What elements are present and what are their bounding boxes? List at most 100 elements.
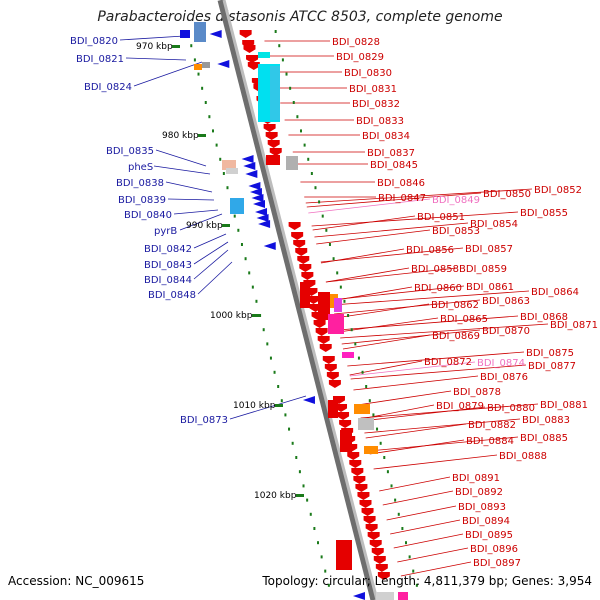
right-label-connector <box>397 547 469 563</box>
tick-dot <box>394 498 397 502</box>
forward-gene-arrow <box>351 468 364 476</box>
left-gene-label: BDI_0835 <box>106 146 154 157</box>
gene-feature-block <box>358 418 374 430</box>
tick-dot <box>415 583 418 587</box>
left-gene-label: BDI_0820 <box>70 36 118 47</box>
tick-dot <box>296 115 299 119</box>
right-gene-label: BDI_0869 <box>432 331 480 342</box>
forward-gene-block <box>328 400 338 418</box>
tick-dot <box>405 541 408 545</box>
right-gene-label: BDI_0846 <box>377 178 425 189</box>
reverse-gene-arrow <box>263 242 276 250</box>
gene-feature-block <box>286 156 298 170</box>
tick-dot <box>233 214 236 218</box>
right-gene-label: BDI_0896 <box>470 544 518 555</box>
tick-dot <box>291 441 294 445</box>
reverse-gene-arrow <box>209 30 222 38</box>
gene-feature-block <box>270 66 280 120</box>
forward-gene-arrow <box>375 564 388 572</box>
right-gene-label: BDI_0874 <box>477 358 525 369</box>
forward-gene-arrow <box>328 380 341 388</box>
tick-dot <box>215 143 218 147</box>
right-label-connector <box>360 403 539 419</box>
tick-dot <box>208 115 211 119</box>
reverse-gene-arrow <box>302 396 315 404</box>
right-gene-label: BDI_0893 <box>458 502 506 513</box>
left-gene-label: BDI_0824 <box>84 82 132 93</box>
tick-dot <box>354 342 357 346</box>
left-label-connector <box>193 233 227 249</box>
tick-dot <box>320 555 323 559</box>
tick-dot <box>383 456 386 459</box>
scale-label: 990 kbp <box>186 221 223 231</box>
left-gene-label: pyrB <box>154 226 177 237</box>
forward-gene-arrow <box>263 124 276 132</box>
gene-feature-block <box>226 168 238 174</box>
tick-dot <box>193 58 196 62</box>
right-gene-label: BDI_0857 <box>465 244 513 255</box>
right-label-connector <box>386 505 457 521</box>
reverse-gene-arrow <box>248 182 261 190</box>
map-title: Parabacteroides distasonis ATCC 8503, co… <box>97 9 503 25</box>
tick-dot <box>219 157 222 161</box>
reverse-gene-arrow <box>245 170 258 178</box>
accession-text: Accession: NC_009615 <box>8 574 145 588</box>
right-label-connector <box>338 317 439 333</box>
right-gene-label: BDI_0862 <box>431 300 479 311</box>
forward-gene-arrow <box>293 240 306 248</box>
forward-gene-arrow <box>301 272 314 280</box>
right-gene-label: BDI_0858 <box>411 264 459 275</box>
right-label-connector <box>334 299 481 315</box>
right-gene-label: BDI_0833 <box>356 116 404 127</box>
forward-gene-arrow <box>347 452 360 460</box>
tick-dot <box>295 456 298 459</box>
tick-dot <box>368 399 371 403</box>
forward-gene-arrow <box>313 320 326 328</box>
left-label-connector <box>179 213 223 231</box>
tick-dot <box>201 86 204 90</box>
right-gene-label: BDI_0865 <box>440 314 488 325</box>
tick-dot <box>386 470 389 474</box>
forward-gene-arrow <box>247 62 260 70</box>
tick-dot <box>309 512 312 516</box>
right-label-connector <box>400 561 472 577</box>
left-gene-label: BDI_0839 <box>118 195 166 206</box>
right-gene-label: BDI_0864 <box>531 287 579 298</box>
right-gene-label: BDI_0855 <box>520 208 568 219</box>
gene-feature-block <box>398 592 408 600</box>
reverse-gene-arrow <box>241 155 254 163</box>
forward-gene-arrow <box>322 356 335 364</box>
right-label-connector <box>325 267 458 283</box>
forward-gene-arrow <box>265 132 278 140</box>
scale-layer: 970 kbp 980 kbp 990 kbp 1000 kbp 1010 kbp 102… <box>136 42 304 501</box>
right-label-connector <box>382 490 454 506</box>
scale-label: 1010 kbp <box>233 401 276 411</box>
right-gene-label: BDI_0831 <box>349 84 397 95</box>
right-gene-label: BDI_0860 <box>414 283 462 294</box>
scale-tick <box>296 494 304 497</box>
tick-dot <box>244 257 247 261</box>
tick-dot <box>266 342 269 346</box>
left-gene-label: pheS <box>128 162 153 173</box>
right-gene-label: BDI_0861 <box>466 282 514 293</box>
tick-dot <box>298 470 301 474</box>
right-label-connector <box>369 439 465 455</box>
tick-dot <box>284 413 287 417</box>
forward-gene-arrow <box>246 55 259 63</box>
right-gene-label: BDI_0882 <box>468 420 516 431</box>
tick-dot <box>327 583 330 587</box>
forward-gene-arrow <box>355 484 368 492</box>
tick-dot <box>325 228 328 232</box>
right-gene-label: BDI_0877 <box>528 361 576 372</box>
right-gene-label: BDI_0876 <box>480 372 528 383</box>
forward-gene-arrow <box>377 572 390 580</box>
right-gene-label: BDI_0872 <box>424 357 472 368</box>
right-label-connector <box>373 454 498 470</box>
left-gene-label: BDI_0842 <box>144 244 192 255</box>
tick-dot <box>401 527 404 530</box>
tick-dot <box>273 370 276 374</box>
forward-gene-arrow <box>339 420 352 428</box>
tick-dot <box>376 427 379 431</box>
tick-dot <box>288 427 291 431</box>
tick-dot <box>262 328 265 332</box>
